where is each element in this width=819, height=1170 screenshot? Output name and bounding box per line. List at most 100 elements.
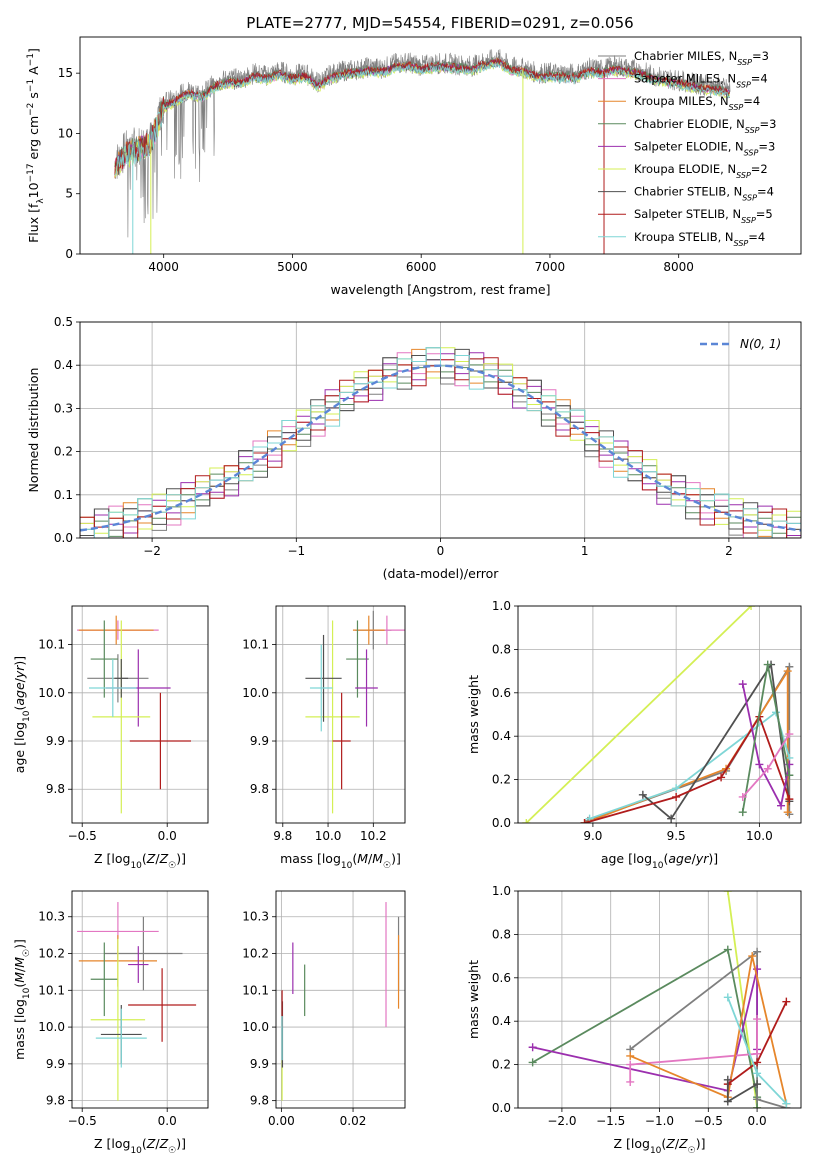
errorbar-group [77, 902, 197, 1101]
y-tick-label: 9.8 [250, 782, 269, 796]
weight-marker-kroupa_elodie [747, 606, 756, 610]
weight-lines [522, 606, 794, 823]
label-part: 10 [130, 861, 142, 871]
axes-frame [71, 890, 209, 1109]
y-axis-label: mass [log10(M/M☉)] [12, 939, 32, 1060]
label-part: Z [159, 1136, 169, 1151]
x-tick-label: −2.0 [547, 1114, 576, 1128]
label-part: ] [26, 48, 41, 53]
weight-marker-kroupa_stelib [672, 784, 681, 793]
legend-label-main: Chabrier ELODIE, N [634, 117, 745, 131]
label-part: )] [391, 851, 401, 866]
legend-label: Chabrier STELIB, NSSP=4 [634, 185, 774, 203]
label-part: Z [log [613, 1136, 649, 1151]
weight-line-kroupa_miles [584, 667, 789, 823]
weight-marker-salpeter_stelib [580, 819, 589, 823]
y-tick-label: 9.8 [46, 1094, 65, 1108]
axes-frame [79, 36, 802, 255]
y-tick-label: 0.3 [54, 401, 73, 415]
x-tick-label: −1.0 [645, 1114, 674, 1128]
y-tick-label: 10.0 [38, 686, 65, 700]
label-part: λ [36, 198, 46, 204]
y-tick-label: 10.0 [242, 1020, 269, 1034]
x-tick-label: 0.0 [158, 1114, 177, 1128]
y-tick-label: 0.5 [54, 315, 73, 329]
weight-marker-kroupa_miles [783, 667, 792, 676]
y-axis-label: age [log10(age/yr)] [12, 656, 32, 773]
x-tick-label: 5000 [277, 260, 308, 274]
label-part: Z [678, 1136, 688, 1151]
label-part: )] [708, 851, 718, 866]
label-part: Z [146, 1136, 156, 1151]
y-tick-label: 0.0 [54, 531, 73, 545]
label-part: ☉ [22, 949, 32, 957]
label-part: / [675, 1136, 680, 1151]
y-tick-label: 9.9 [250, 734, 269, 748]
label-part: ( [663, 851, 668, 866]
label-part: ( [12, 706, 27, 711]
weight-line-chabrier_stelib [726, 1079, 758, 1104]
legend-label-main: Kroupa STELIB, N [634, 230, 734, 244]
label-part: M [357, 851, 368, 866]
legend-label-sub: SSP [736, 171, 751, 180]
y-tick-label: 0.4 [492, 1014, 511, 1028]
weight-marker-chabrier_elodie [738, 808, 747, 817]
label-part: ( [12, 983, 27, 988]
weight-marker-salpeter_miles [626, 1060, 635, 1069]
label-part: ☉ [168, 861, 176, 871]
weight-line-chabrier_elodie [532, 948, 758, 1108]
label-part: Flux [f [26, 203, 41, 243]
legend-label-sub: SSP [734, 238, 749, 247]
weight-marker-kroupa_stelib [723, 993, 732, 1002]
x-tick-label: 4000 [148, 260, 179, 274]
label-part: )] [12, 939, 27, 949]
legend-label-main: Salpeter ELODIE, N [634, 139, 744, 153]
x-tick-label: 9.5 [667, 829, 686, 843]
label-part: age [log [12, 722, 27, 773]
y-tick-label: 0.6 [492, 971, 511, 985]
label-part: ☉ [168, 1146, 176, 1156]
x-tick-label: −0.5 [68, 1114, 97, 1128]
y-tick-label: 0.2 [492, 1058, 511, 1072]
x-tick-label: 0.0 [748, 1114, 767, 1128]
legend-label: Salpeter STELIB, NSSP=5 [634, 207, 773, 225]
axes-frame [71, 605, 209, 824]
label-part: age [log [601, 851, 652, 866]
y-tick-label: 10.1 [38, 638, 65, 652]
weight-marker-salpeter_stelib [785, 795, 794, 804]
x-axis-label: wavelength [Angstrom, rest frame] [330, 282, 550, 297]
model-spectrum-line-salpeter_stelib [114, 57, 730, 176]
legend-label-tail: =4 [743, 94, 760, 108]
axes-frame [79, 321, 802, 539]
label-part: 10 [26, 182, 41, 198]
y-tick-label: 10.1 [38, 983, 65, 997]
x-axis-label: Z [log10(Z/Z☉)] [94, 1136, 186, 1156]
label-part: −1 [26, 79, 36, 92]
x-tick-label: 8000 [663, 260, 694, 274]
weight-marker-salpeter_elodie [777, 801, 786, 810]
histogram-kroupa_stelib [80, 347, 801, 538]
y-tick-label: 10 [58, 126, 73, 140]
weight-line-chabrier_stelib [642, 662, 791, 821]
y-axis-label: Flux [fλ10−17 erg cm−2 s−1 A−1] [26, 48, 46, 243]
y-tick-label: 0.0 [492, 816, 511, 830]
x-tick-label: 0.0 [158, 829, 177, 843]
weight-marker-kroupa_miles [626, 1051, 635, 1060]
figure-title: PLATE=2777, MJD=54554, FIBERID=0291, z=0… [246, 14, 633, 32]
y-axis-label: Normed distribution [26, 368, 41, 493]
legend-label-sub: SSP [729, 103, 744, 112]
label-part: s [26, 92, 41, 103]
errorbar-group [305, 610, 405, 814]
axes-frame [275, 890, 406, 1109]
legend-label-tail: =3 [752, 49, 769, 63]
label-part: M [372, 851, 383, 866]
x-tick-label: 6000 [406, 260, 437, 274]
y-tick-label: 0.1 [54, 488, 73, 502]
x-tick-label: 2 [725, 544, 733, 558]
y-tick-label: 10.2 [38, 947, 65, 961]
weight-marker-chabrier_elodie [528, 1058, 537, 1067]
legend-label: Chabrier MILES, NSSP=3 [634, 49, 769, 67]
weight-marker-salpeter_elodie [738, 680, 747, 689]
